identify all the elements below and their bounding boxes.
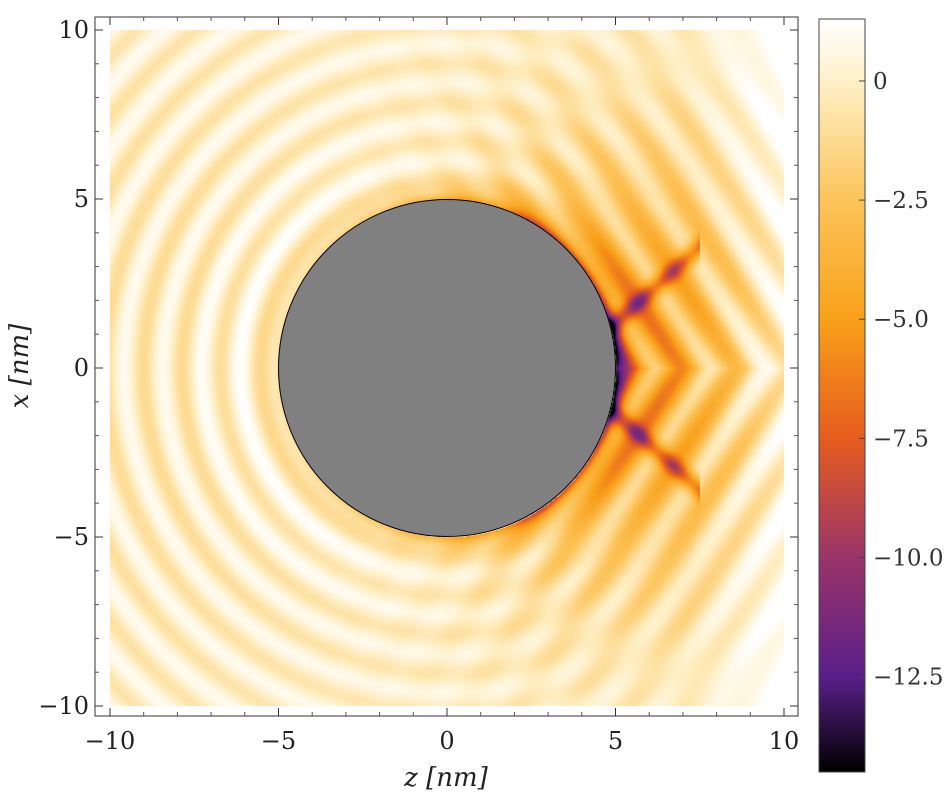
- colorbar-tick-label: −7.5: [873, 426, 929, 452]
- y-axis-title: x [nm]: [5, 323, 35, 408]
- y-tick-label: 0: [74, 354, 89, 382]
- x-tick-label: 5: [608, 727, 623, 755]
- colorbar-tick-label: −5.0: [873, 307, 929, 333]
- colorbar-tick-label: −10.0: [873, 546, 943, 572]
- x-tick-label: −5: [261, 727, 296, 755]
- x-tick-label: 0: [439, 727, 454, 755]
- y-tick-label: 5: [74, 185, 89, 213]
- nanoparticle-disk: [278, 199, 616, 537]
- x-axis: −10 −5 0 5 10: [85, 17, 800, 755]
- colorbar-scale: [818, 18, 866, 773]
- x-tick-label: 10: [769, 727, 800, 755]
- y-tick-label: 10: [58, 16, 89, 44]
- x-axis-title: z [nm]: [403, 763, 489, 793]
- x-tick-label: −10: [85, 727, 136, 755]
- colorbar-tick-label: −2.5: [873, 188, 929, 214]
- y-tick-label: −5: [54, 523, 89, 551]
- colorbar-ticks: 0 −2.5 −5.0 −7.5 −10.0 −12.5: [859, 69, 943, 691]
- colorbar: 0 −2.5 −5.0 −7.5 −10.0 −12.5: [818, 18, 943, 773]
- colorbar-tick-label: −12.5: [873, 665, 943, 691]
- plot-area: [110, 30, 784, 706]
- y-axis: 10 5 0 −5 −10: [38, 16, 798, 720]
- y-tick-label: −10: [38, 692, 89, 720]
- colorbar-tick-label: 0: [873, 69, 888, 95]
